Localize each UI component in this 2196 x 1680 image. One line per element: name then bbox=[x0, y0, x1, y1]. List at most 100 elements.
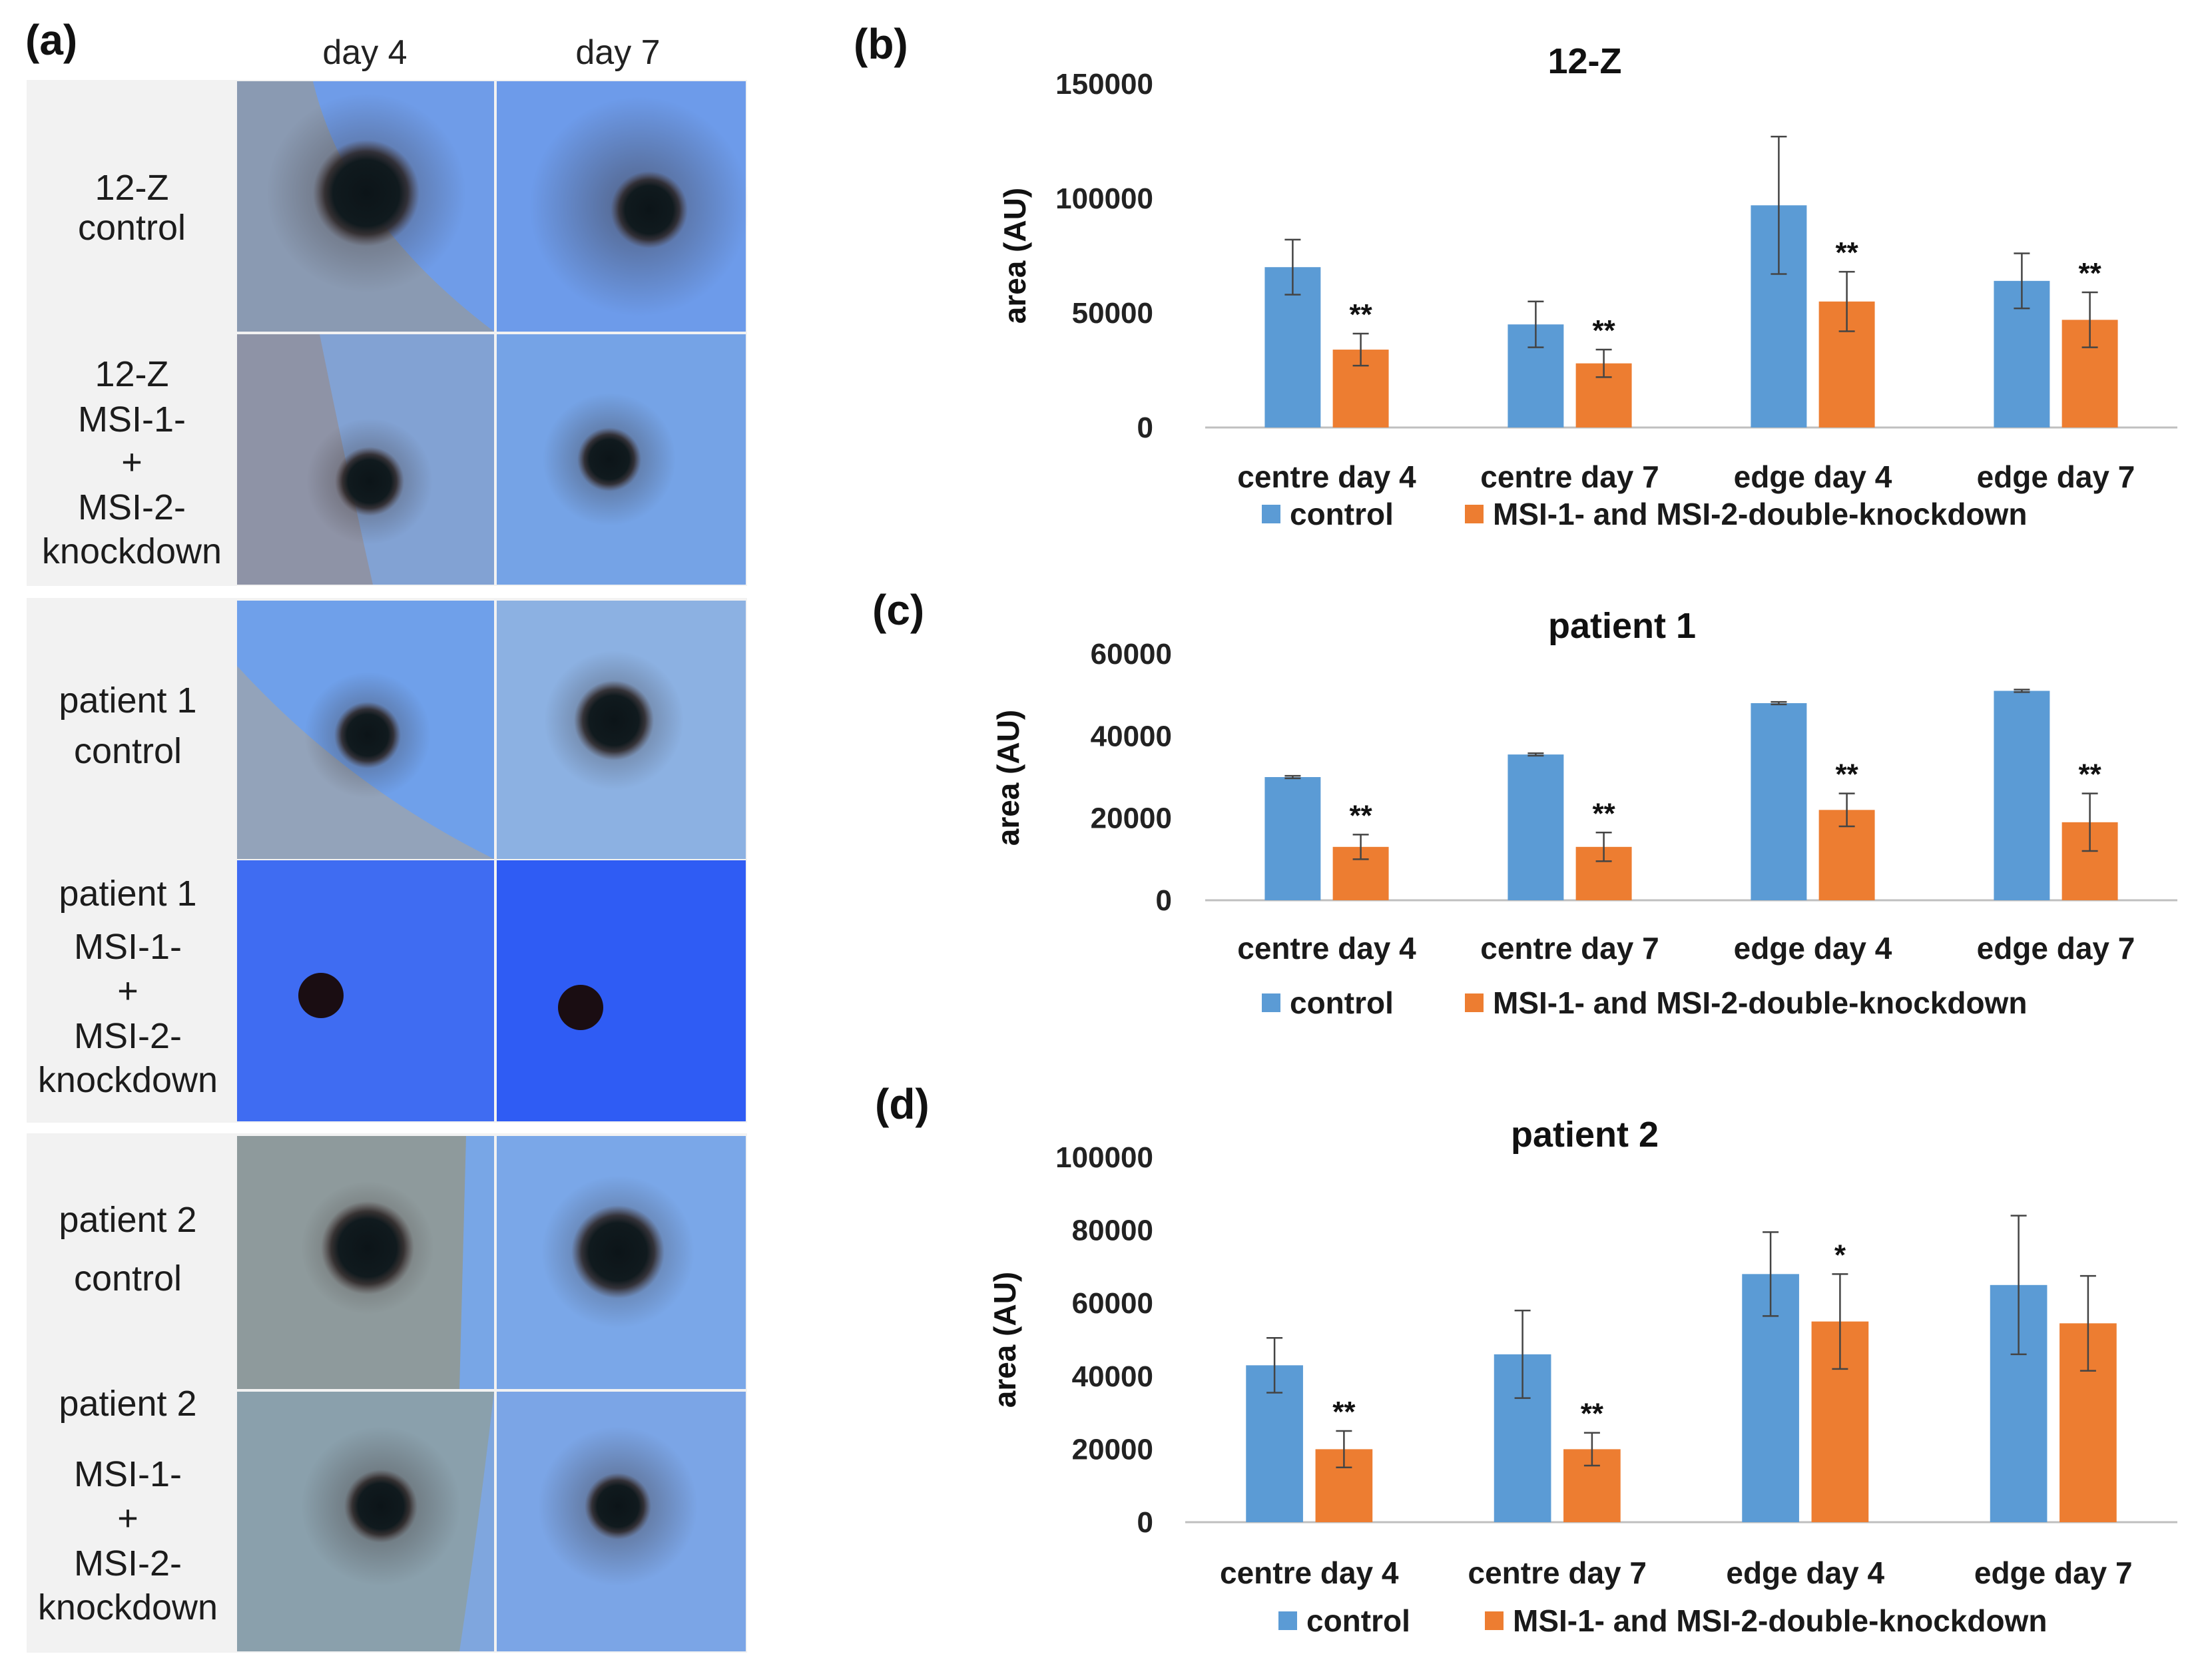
legend: control MSI-1- and MSI-2-double-knockdown bbox=[1262, 985, 2027, 1020]
row-label-patient2-knockdown: patient 2 MSI-1- + MSI-2- knockdown bbox=[38, 1384, 218, 1627]
row-label-patient1-control: patient 1 control bbox=[59, 681, 196, 771]
y-tick-label: 80000 bbox=[1072, 1215, 1153, 1247]
y-tick-label: 20000 bbox=[1072, 1433, 1153, 1466]
row-label-patient1-knockdown: patient 1 MSI-1- + MSI-2- knockdown bbox=[38, 874, 218, 1100]
bar-control bbox=[1994, 691, 2050, 900]
col-header-day7: day 7 bbox=[575, 33, 660, 72]
chart-c-patient1: (c) patient 1 0 20000 40000 60000 area (AU) ** c… bbox=[872, 586, 2177, 1020]
legend-label: MSI-1- and MSI-2-double-knockdown bbox=[1493, 985, 2027, 1020]
image-patient2-control-day4 bbox=[237, 1136, 494, 1389]
category-label: edge day 7 bbox=[1977, 931, 2135, 966]
y-tick-label: 0 bbox=[1137, 412, 1153, 444]
category-label: centre day 4 bbox=[1220, 1555, 1399, 1590]
image-patient1-knockdown-day4 bbox=[237, 860, 494, 1121]
col-header-day4: day 4 bbox=[322, 33, 407, 72]
legend-label: control bbox=[1306, 1603, 1410, 1638]
panel-a-letter: (a) bbox=[25, 16, 77, 64]
row-label-line: 12-Z bbox=[95, 168, 168, 208]
category-label: edge day 4 bbox=[1726, 1555, 1884, 1590]
significance-marker: ** bbox=[1349, 298, 1372, 331]
image-12z-knockdown-day4 bbox=[237, 334, 494, 585]
legend-swatch bbox=[1485, 1611, 1504, 1630]
category-label: centre day 4 bbox=[1237, 931, 1416, 966]
image-patient1-knockdown-day7 bbox=[497, 860, 746, 1121]
row-label-line: knockdown bbox=[38, 1060, 218, 1100]
category-label: edge day 7 bbox=[1977, 459, 2135, 494]
y-tick-label: 20000 bbox=[1091, 802, 1172, 835]
significance-marker: ** bbox=[1592, 797, 1615, 830]
legend: control MSI-1- and MSI-2-double-knockdown bbox=[1278, 1603, 2047, 1638]
y-axis-label: area (AU) bbox=[997, 188, 1032, 324]
significance-marker: * bbox=[1834, 1239, 1846, 1271]
image-patient1-control-day7 bbox=[497, 601, 746, 859]
image-patient1-control-day4 bbox=[237, 601, 494, 859]
category-label: centre day 4 bbox=[1237, 459, 1416, 494]
image-12z-control-day7 bbox=[497, 81, 749, 332]
legend-label: MSI-1- and MSI-2-double-knockdown bbox=[1513, 1603, 2047, 1638]
legend-label: control bbox=[1290, 985, 1394, 1020]
panel-letter: (d) bbox=[875, 1080, 930, 1128]
chart-title: 12-Z bbox=[1547, 41, 1621, 81]
significance-marker: ** bbox=[2078, 758, 2101, 791]
y-axis-label: area (AU) bbox=[991, 710, 1025, 846]
category-label: centre day 7 bbox=[1468, 1555, 1647, 1590]
y-tick-label: 50000 bbox=[1072, 297, 1153, 330]
significance-marker: ** bbox=[1592, 314, 1615, 347]
row-label-patient2-control: patient 2 control bbox=[59, 1200, 196, 1298]
y-tick-label: 150000 bbox=[1055, 68, 1153, 101]
bar-control bbox=[1264, 777, 1321, 900]
row-label-12z-control: 12-Z control bbox=[78, 168, 186, 248]
legend-swatch bbox=[1278, 1611, 1297, 1630]
category-label: centre day 7 bbox=[1480, 931, 1659, 966]
image-patient2-knockdown-day7 bbox=[497, 1392, 746, 1651]
row-label-line: MSI-1- bbox=[78, 400, 186, 439]
row-label-line: patient 1 bbox=[59, 681, 196, 720]
chart-title: patient 1 bbox=[1548, 606, 1696, 646]
row-label-line: MSI-2- bbox=[74, 1016, 182, 1056]
legend-swatch bbox=[1465, 505, 1484, 523]
image-12z-knockdown-day7 bbox=[497, 334, 746, 585]
y-tick-label: 60000 bbox=[1072, 1287, 1153, 1320]
panel-letter: (c) bbox=[872, 586, 924, 634]
legend-label: MSI-1- and MSI-2-double-knockdown bbox=[1493, 497, 2027, 531]
image-patient2-knockdown-day4 bbox=[237, 1392, 494, 1651]
y-tick-label: 0 bbox=[1156, 884, 1172, 917]
chart-title: patient 2 bbox=[1511, 1115, 1659, 1155]
row-label-12z-knockdown: 12-Z MSI-1- + MSI-2- knockdown bbox=[42, 354, 222, 571]
image-12z-control-day4 bbox=[237, 81, 494, 332]
bar-control bbox=[1508, 754, 1564, 900]
bar-control bbox=[1751, 703, 1807, 900]
panel-letter: (b) bbox=[854, 20, 908, 68]
y-tick-label: 60000 bbox=[1091, 638, 1172, 671]
row-label-line: knockdown bbox=[38, 1587, 218, 1627]
legend: control MSI-1- and MSI-2-double-knockdown bbox=[1262, 497, 2027, 531]
row-label-line: control bbox=[74, 731, 182, 771]
legend-swatch bbox=[1262, 505, 1280, 523]
chart-b-12z: (b) 12-Z 0 50000 100000 150000 area (AU) ** cent… bbox=[854, 20, 2177, 531]
legend-swatch bbox=[1262, 993, 1280, 1012]
row-label-line: patient 1 bbox=[59, 874, 196, 914]
legend-swatch bbox=[1465, 993, 1484, 1012]
category-label: centre day 7 bbox=[1480, 459, 1659, 494]
category-label: edge day 7 bbox=[1974, 1555, 2133, 1590]
significance-marker: ** bbox=[2078, 257, 2101, 290]
significance-marker: ** bbox=[1349, 799, 1372, 832]
category-label: edge day 4 bbox=[1734, 931, 1892, 966]
row-label-line: MSI-2- bbox=[74, 1543, 182, 1583]
significance-marker: ** bbox=[1835, 236, 1858, 269]
row-label-line: knockdown bbox=[42, 531, 222, 571]
row-label-line: MSI-2- bbox=[78, 487, 186, 527]
category-label: edge day 4 bbox=[1734, 459, 1892, 494]
chart-d-patient2: (d) patient 2 0 20000 40000 60000 80000 100000 a… bbox=[875, 1080, 2177, 1638]
row-label-line: + bbox=[117, 1498, 138, 1538]
row-label-line: MSI-1- bbox=[74, 927, 182, 967]
significance-marker: ** bbox=[1332, 1396, 1356, 1428]
significance-marker: ** bbox=[1835, 758, 1858, 791]
row-label-line: 12-Z bbox=[95, 354, 168, 394]
y-axis-label: area (AU) bbox=[987, 1272, 1022, 1408]
legend-label: control bbox=[1290, 497, 1394, 531]
row-label-line: control bbox=[78, 208, 186, 248]
y-tick-label: 100000 bbox=[1055, 1141, 1153, 1174]
y-tick-label: 40000 bbox=[1072, 1360, 1153, 1393]
